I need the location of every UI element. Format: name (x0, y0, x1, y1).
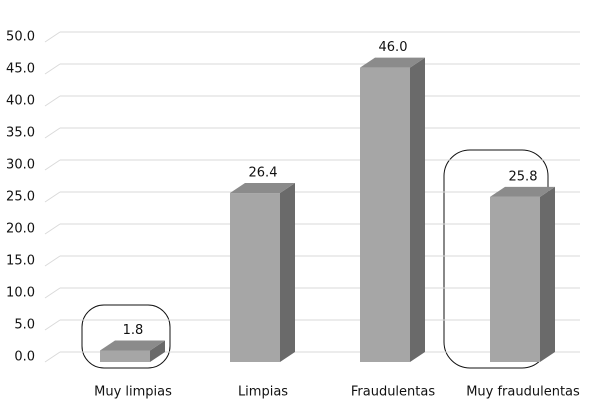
y-tick-label: 35.0 (6, 126, 35, 141)
value-label: 1.8 (123, 323, 144, 338)
x-tick-label: Limpias (238, 385, 288, 400)
x-tick-label: Muy limpias (94, 385, 172, 400)
grid-line (44, 127, 61, 139)
bar-top (100, 340, 165, 351)
y-tick-label: 5.0 (14, 318, 35, 333)
x-tick-label: Fraudulentas (351, 385, 435, 400)
bar (230, 193, 280, 362)
bar-side (540, 186, 555, 362)
grid-line (44, 159, 61, 171)
bar-side (150, 340, 165, 362)
grid-line (44, 351, 61, 363)
y-tick-label: 0.0 (14, 350, 35, 365)
value-label: 25.8 (509, 169, 538, 184)
bar-top (360, 57, 425, 68)
grid-line (44, 63, 61, 75)
grid-line (44, 223, 61, 235)
y-tick-label: 20.0 (6, 222, 35, 237)
highlight-box (81, 304, 171, 369)
bar-side (280, 183, 295, 362)
y-tick-label: 45.0 (6, 62, 35, 77)
y-tick-label: 10.0 (6, 286, 35, 301)
bar-top (230, 183, 295, 194)
grid-line (44, 191, 61, 203)
grid-line (44, 95, 61, 107)
bar-side (410, 57, 425, 362)
bar (360, 67, 410, 362)
value-label: 46.0 (379, 40, 408, 55)
grid-line (44, 287, 61, 299)
y-tick-label: 30.0 (6, 158, 35, 173)
y-tick-label: 50.0 (6, 30, 35, 45)
grid-line (44, 319, 61, 331)
bar (100, 350, 150, 362)
y-tick-label: 25.0 (6, 190, 35, 205)
value-label: 26.4 (249, 166, 278, 181)
bar (490, 196, 540, 362)
y-tick-label: 40.0 (6, 94, 35, 109)
grid-line (44, 255, 61, 267)
grid-line (44, 31, 61, 43)
bar-top (490, 186, 555, 197)
y-tick-label: 15.0 (6, 254, 35, 269)
x-tick-label: Muy fraudulentas (466, 385, 580, 400)
